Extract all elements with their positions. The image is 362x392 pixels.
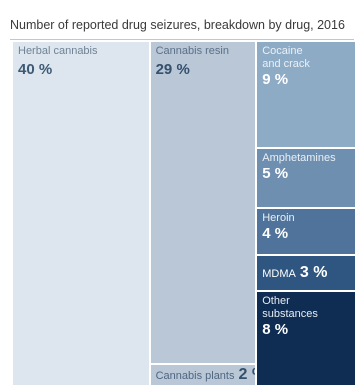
tile-value: 40 %	[18, 61, 53, 78]
tile-label: Herbal cannabis	[18, 45, 98, 57]
tile-label: Cannabis resin	[155, 45, 229, 57]
tile-label: Other substances	[262, 294, 318, 320]
tile-label: Cocaine and crack	[262, 45, 310, 70]
tile-amphetamines: Amphetamines 5 %	[257, 149, 357, 209]
tile-label: Cannabis plants	[155, 369, 235, 382]
tile-value: 8 %	[262, 320, 289, 338]
tile-other-substances: Other substances 8 %	[257, 291, 357, 387]
tile-heroin: Heroin 4 %	[257, 208, 357, 257]
tile-herbal-cannabis: Herbal cannabis 40 %	[13, 42, 151, 387]
tile-value: 4 %	[262, 224, 289, 242]
title-divider	[10, 39, 354, 40]
tile-label: MDMA	[262, 267, 296, 280]
tile-value: 2 %	[238, 365, 255, 383]
treemap: Herbal cannabis 40 % Cannabis resin 29 %…	[13, 42, 357, 387]
tile-cocaine-and-crack: Cocaine and crack 9 %	[257, 42, 357, 150]
tile-label: Amphetamines	[262, 152, 336, 165]
tile-cannabis-resin: Cannabis resin 29 %	[150, 42, 258, 365]
tile-label: Heroin	[262, 211, 295, 224]
tile-row: MDMA 3 %	[262, 263, 328, 282]
tile-value: 3 %	[299, 263, 328, 281]
tile-value: 29 %	[155, 61, 190, 78]
tile-value: 5 %	[262, 165, 289, 183]
tile-mdma: MDMA 3 %	[257, 256, 357, 292]
tile-value: 9 %	[262, 71, 289, 88]
chart-title: Number of reported drug seizures, breakd…	[10, 18, 345, 32]
